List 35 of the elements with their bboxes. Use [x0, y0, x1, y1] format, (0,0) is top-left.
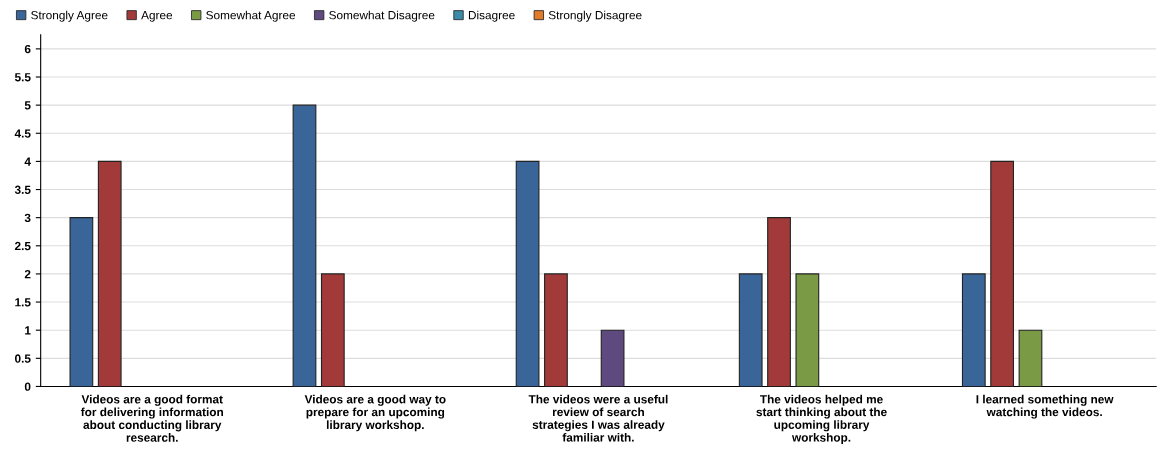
y-tick-label: 0 [24, 382, 31, 391]
bar [69, 217, 94, 387]
x-tick-label: The videos helped me start thinking about the upcoming library workshop. [756, 394, 887, 445]
bar [1018, 329, 1043, 387]
x-tick-label: The videos were a useful review of search strategies I was already familiar with. [528, 394, 668, 442]
y-tick-label: 5 [24, 101, 31, 110]
bar [320, 273, 345, 387]
legend-label: Strongly Disagree [548, 10, 642, 22]
legend-label: Somewhat Agree [206, 10, 296, 22]
y-tick-label: 4.5 [14, 129, 31, 138]
y-tick-label: 3 [24, 213, 31, 223]
y-tick-label: 0.5 [15, 354, 31, 363]
x-tick-label: I learned something new watching the videos. [976, 394, 1114, 419]
x-tick-label: Videos are a good way to prepare for an upcoming library workshop. [304, 394, 446, 432]
bar [767, 217, 791, 387]
bar [97, 160, 122, 387]
y-tick-label: 2.5 [14, 241, 31, 251]
y-tick-label: 1 [25, 326, 31, 335]
legend-label: Somewhat Disagree [329, 10, 435, 22]
legend-label: Agree [141, 11, 173, 22]
bar [544, 273, 568, 387]
y-tick-label: 4 [24, 157, 31, 166]
y-tick-label: 2 [24, 269, 31, 279]
legend-label: Strongly Agree [31, 10, 108, 22]
y-tick-label: 6 [24, 44, 31, 54]
bar [795, 273, 820, 387]
x-tick-label: Videos are a good format for delivering information about conducting library research. [80, 394, 223, 442]
bar [600, 329, 625, 387]
y-tick-label: 1.5 [15, 298, 31, 307]
legend-label: Disagree [468, 10, 515, 22]
bar [738, 273, 763, 387]
bar [515, 160, 540, 387]
y-tick-label: 5.5 [14, 73, 31, 82]
y-tick-label: 3.5 [14, 185, 31, 194]
bar [292, 104, 317, 387]
